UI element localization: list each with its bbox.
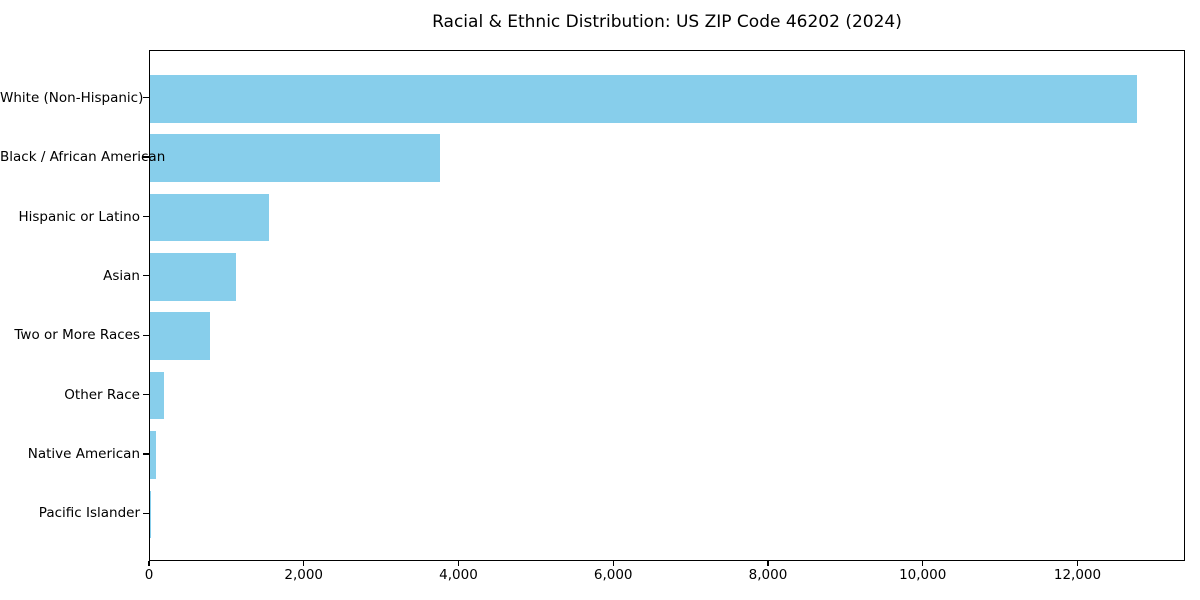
y-tick-label: Pacific Islander bbox=[38, 505, 140, 522]
y-tick-label: Asian bbox=[103, 267, 140, 284]
y-tick-mark bbox=[143, 512, 149, 514]
y-tick-label: White (Non-Hispanic) bbox=[0, 89, 144, 106]
x-tick-label: 12,000 bbox=[1053, 567, 1102, 583]
x-tick-mark bbox=[457, 561, 460, 566]
x-tick-label: 2,000 bbox=[284, 567, 324, 583]
x-tick-label: 4,000 bbox=[439, 567, 478, 583]
y-tick-mark bbox=[143, 156, 149, 158]
y-tick-mark bbox=[143, 275, 149, 277]
x-tick-mark bbox=[767, 561, 769, 566]
x-tick-label: 6,000 bbox=[593, 567, 633, 583]
y-tick-mark bbox=[143, 97, 149, 99]
x-tick-mark bbox=[1076, 561, 1079, 566]
y-tick-label: Native American bbox=[27, 445, 140, 462]
bar bbox=[150, 312, 210, 360]
y-tick-mark bbox=[143, 215, 149, 218]
y-tick-mark bbox=[143, 334, 149, 336]
x-tick-mark bbox=[922, 561, 924, 566]
bar bbox=[150, 490, 151, 538]
bar bbox=[150, 253, 237, 301]
x-tick-label: 0 bbox=[144, 567, 154, 583]
y-tick-label: Two or More Races bbox=[14, 327, 140, 344]
plot-area bbox=[149, 50, 1185, 561]
x-tick-label: 10,000 bbox=[899, 567, 947, 583]
x-tick-mark bbox=[148, 561, 150, 566]
bar bbox=[150, 134, 441, 182]
y-tick-label: Black / African American bbox=[0, 149, 166, 166]
y-tick-label: Other Race bbox=[64, 386, 140, 403]
bar bbox=[150, 431, 156, 479]
y-tick-label: Hispanic or Latino bbox=[18, 208, 140, 225]
chart-title: Racial & Ethnic Distribution: US ZIP Cod… bbox=[432, 12, 902, 32]
bar bbox=[150, 371, 164, 420]
bar bbox=[150, 193, 270, 242]
x-tick-mark bbox=[612, 561, 614, 566]
x-tick-mark bbox=[303, 561, 305, 566]
x-tick-label: 8,000 bbox=[748, 567, 788, 583]
bar bbox=[150, 75, 1137, 123]
y-tick-mark bbox=[143, 453, 149, 455]
y-tick-mark bbox=[143, 393, 149, 396]
